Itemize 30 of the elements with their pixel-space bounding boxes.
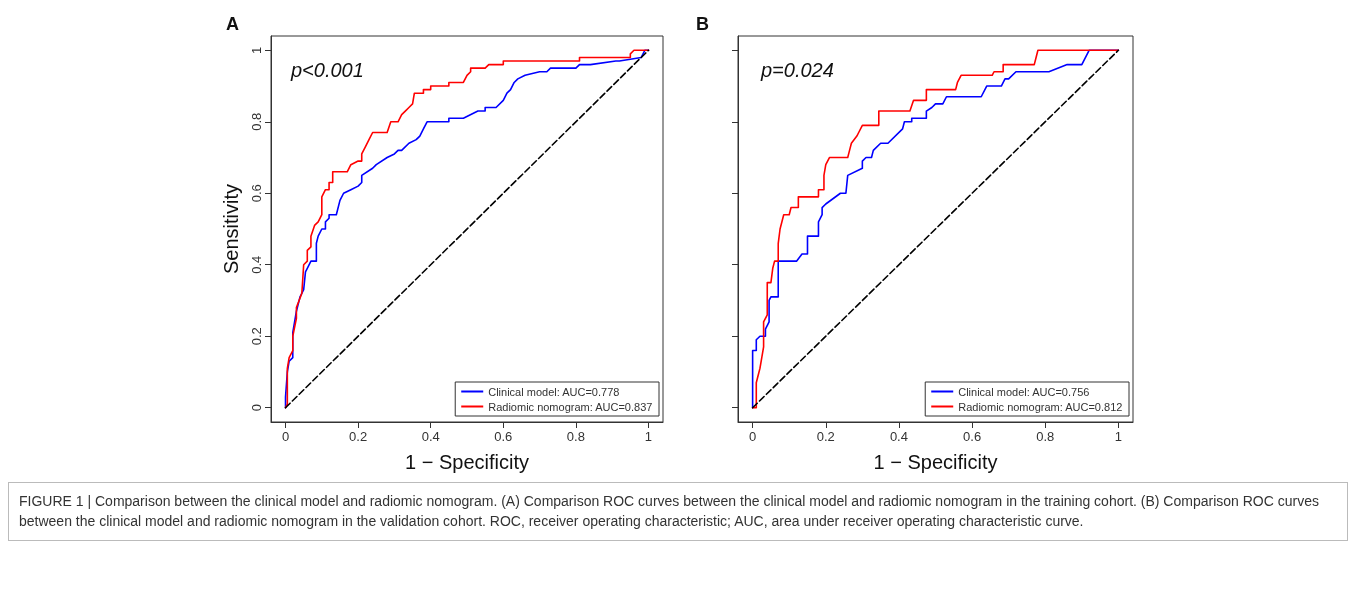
x-tick-label: 0.8 bbox=[1036, 429, 1055, 444]
chart-title: A bbox=[226, 14, 239, 34]
x-tick-label: 1 bbox=[644, 429, 653, 444]
x-axis-title: 1 − Specificity bbox=[873, 451, 998, 473]
legend-label: Radiomic nomogram: AUC=0.837 bbox=[488, 400, 653, 413]
y-tick-label: 1 bbox=[249, 46, 264, 54]
y-tick-label: 0.4 bbox=[249, 255, 264, 274]
legend-label: Clinical model: AUC=0.778 bbox=[488, 385, 620, 398]
chart-title: B bbox=[696, 14, 709, 34]
legend-label: Clinical model: AUC=0.756 bbox=[958, 385, 1090, 398]
x-tick-label: 0 bbox=[281, 429, 290, 444]
x-tick-label: 0.6 bbox=[963, 429, 982, 444]
legend-label: Radiomic nomogram: AUC=0.812 bbox=[958, 400, 1123, 413]
y-tick-label: 0 bbox=[249, 404, 264, 412]
x-tick-label: 0.8 bbox=[566, 429, 585, 444]
x-tick-label: 0.4 bbox=[889, 429, 908, 444]
x-tick-label: 0.2 bbox=[816, 429, 835, 444]
y-tick-label: 0.6 bbox=[249, 184, 264, 203]
x-tick-label: 0.4 bbox=[421, 429, 440, 444]
annotation: p=0.024 bbox=[760, 59, 834, 81]
y-tick-label: 0.2 bbox=[249, 327, 264, 346]
annotation: p<0.001 bbox=[290, 59, 364, 81]
x-axis-title: 1 − Specificity bbox=[405, 451, 529, 473]
y-axis-title: Sensitivity bbox=[220, 183, 242, 275]
x-tick-label: 0.6 bbox=[494, 429, 513, 444]
y-tick-label: 0.8 bbox=[249, 112, 264, 131]
x-tick-label: 0.2 bbox=[349, 429, 368, 444]
caption: FIGURE 1 | Comparison between the clinical model and radiomic nomogram. (A) Comparison ROC curves between the clinical model and radiomic nomogram in the training cohort. (B) Comparison ROC curves between the clinical model and radiomic nomogram in the validation cohort. ROC, receiver operating characteristic; AUC, area under receiver operating characteristic curve. bbox=[8, 482, 1348, 541]
x-tick-label: 0 bbox=[749, 429, 757, 444]
x-tick-label: 1 bbox=[1114, 429, 1122, 444]
